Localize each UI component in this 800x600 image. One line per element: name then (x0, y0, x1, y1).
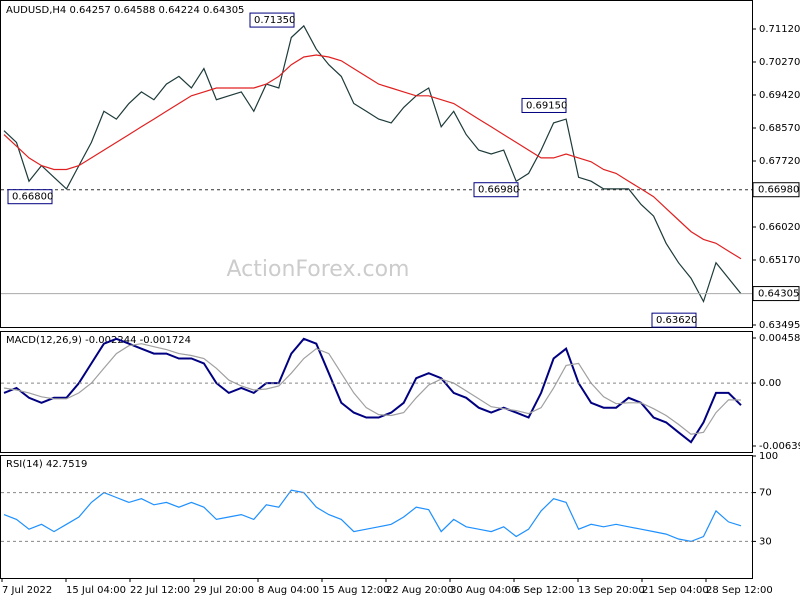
y-tick-label: 100 (759, 451, 778, 462)
x-tick-label: 13 Sep 20:00 (578, 585, 645, 596)
y-tick-label: 0.69420 (759, 90, 800, 101)
annotation-label: 0.66800 (12, 192, 53, 203)
x-tick-label: 28 Sep 12:00 (706, 585, 773, 596)
level-box (752, 182, 800, 198)
annotation-box (521, 97, 567, 113)
annotation-box (249, 12, 295, 28)
rsi-title: RSI(14) 42.7519 (6, 459, 87, 470)
rsi-rsi-line (3, 489, 742, 543)
x-tick-label: 22 Jul 12:00 (130, 585, 190, 596)
macd-pane (0, 331, 753, 453)
watermark: ActionForex.com (227, 257, 410, 282)
y-tick-label: 0.68570 (759, 123, 800, 134)
annotation-label: 0.66980 (478, 185, 519, 196)
macd-signal-line (3, 343, 742, 435)
x-tick-label: 21 Sep 04:00 (642, 585, 709, 596)
x-tick-label: 29 Jul 20:00 (194, 585, 254, 596)
rsi-pane (0, 455, 753, 579)
x-tick-label: 8 Aug 04:00 (258, 585, 319, 596)
y-tick-label: 0.67720 (759, 156, 800, 167)
x-tick-label: 6 Sep 12:00 (514, 585, 574, 596)
current-price-box (752, 286, 800, 302)
price-close-line (3, 24, 742, 304)
annotation-label: 0.63620 (656, 315, 697, 326)
annotation-box (7, 189, 53, 205)
y-tick-label: 0.71120 (759, 24, 800, 35)
y-tick-label: 0.66020 (759, 222, 800, 233)
y-tick-label: 0.65170 (759, 255, 800, 266)
y-tick-label: 0.00 (759, 378, 781, 389)
annotation-label: 0.71350 (254, 15, 295, 26)
x-tick-label: 15 Aug 12:00 (322, 585, 389, 596)
annotation-label: 0.69150 (526, 100, 567, 111)
y-tick-label: 30 (759, 536, 772, 547)
current-price-label: 0.64305 (758, 289, 799, 300)
y-tick-label: 0.004583 (759, 333, 800, 344)
price-pane (0, 0, 753, 328)
x-tick-label: 7 Jul 2022 (2, 585, 52, 596)
x-tick-label: 30 Aug 04:00 (450, 585, 517, 596)
price-ma-line (3, 54, 742, 260)
y-tick-label: 0.70270 (759, 57, 800, 68)
annotation-box (473, 182, 519, 198)
chart-title: AUDUSD,H4 0.64257 0.64588 0.64224 0.6430… (6, 5, 244, 16)
y-tick-label: 70 (759, 488, 772, 499)
macd-title: MACD(12,26,9) -0.002244 -0.001724 (6, 335, 191, 346)
x-tick-label: 22 Aug 20:00 (386, 585, 453, 596)
annotation-box (651, 312, 697, 328)
level-label: 0.66980 (758, 185, 799, 196)
y-tick-label: -0.006397 (759, 441, 800, 452)
x-tick-label: 15 Jul 04:00 (66, 585, 126, 596)
y-tick-label: 0.63495 (759, 320, 800, 331)
macd-main-line (3, 337, 742, 444)
